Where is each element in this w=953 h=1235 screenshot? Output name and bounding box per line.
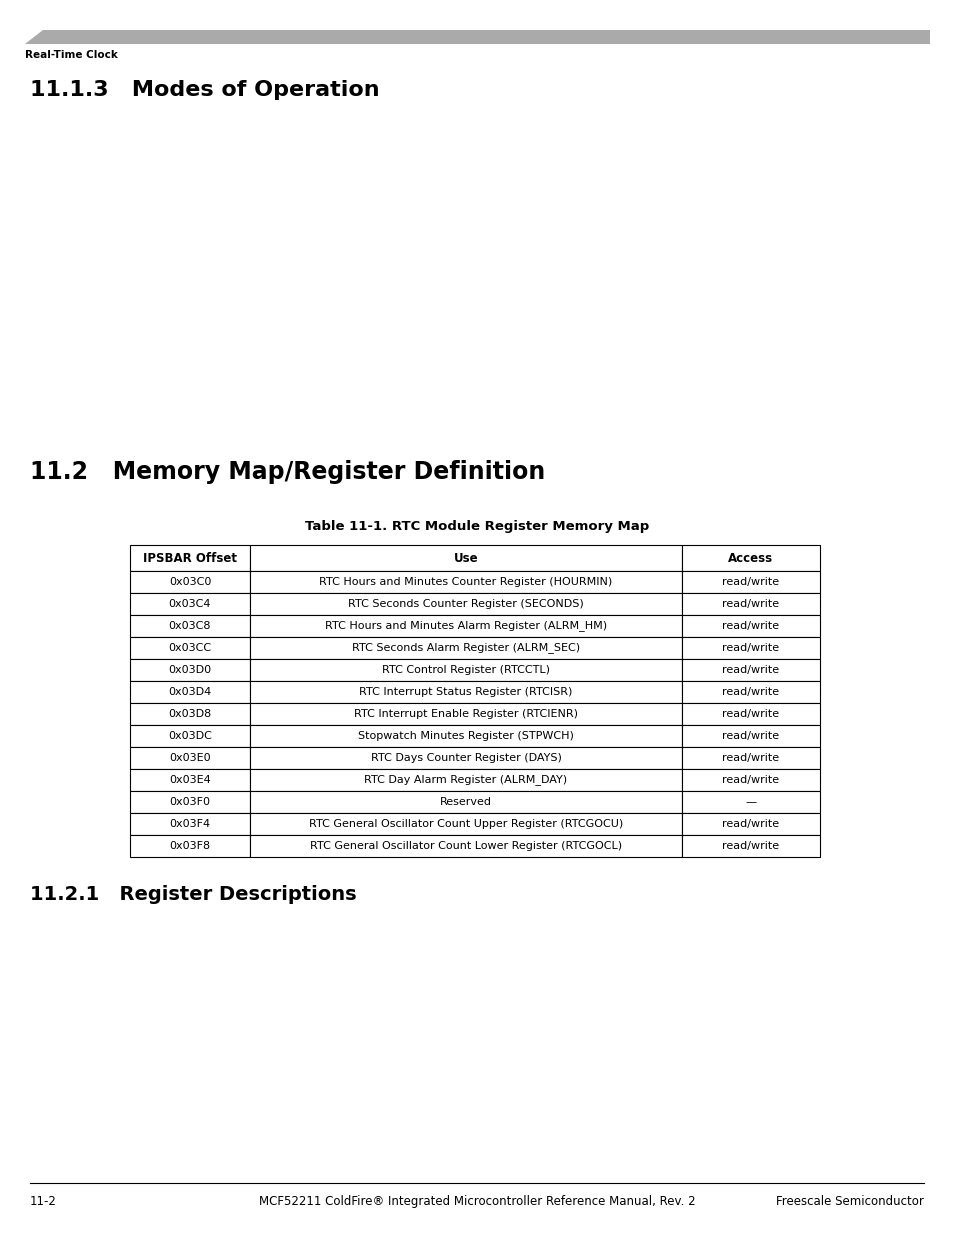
Text: 0x03F8: 0x03F8	[170, 841, 211, 851]
Bar	[250, 637, 681, 659]
Text: RTC Hours and Minutes Alarm Register (ALRM_HM): RTC Hours and Minutes Alarm Register (AL…	[325, 620, 606, 631]
Bar	[250, 769, 681, 790]
Bar	[681, 703, 820, 725]
Text: read/write: read/write	[721, 599, 779, 609]
Text: 0x03D4: 0x03D4	[168, 687, 212, 697]
Text: —: —	[744, 797, 756, 806]
Bar	[250, 835, 681, 857]
Text: Reserved: Reserved	[439, 797, 492, 806]
Text: MCF52211 ColdFire® Integrated Microcontroller Reference Manual, Rev. 2: MCF52211 ColdFire® Integrated Microcontr…	[258, 1195, 695, 1208]
Bar	[681, 835, 820, 857]
Bar	[250, 545, 681, 571]
Bar	[130, 593, 250, 615]
Bar	[250, 593, 681, 615]
Text: Stopwatch Minutes Register (STPWCH): Stopwatch Minutes Register (STPWCH)	[357, 731, 574, 741]
Bar	[250, 813, 681, 835]
Bar	[250, 680, 681, 703]
Text: RTC Seconds Counter Register (SECONDS): RTC Seconds Counter Register (SECONDS)	[348, 599, 583, 609]
Bar	[250, 725, 681, 747]
Text: read/write: read/write	[721, 753, 779, 763]
Bar	[130, 790, 250, 813]
Bar	[130, 769, 250, 790]
Bar	[130, 725, 250, 747]
Text: IPSBAR Offset: IPSBAR Offset	[143, 552, 236, 564]
Bar	[250, 615, 681, 637]
Text: read/write: read/write	[721, 687, 779, 697]
Bar	[130, 835, 250, 857]
Text: 0x03C4: 0x03C4	[169, 599, 211, 609]
Text: RTC Days Counter Register (DAYS): RTC Days Counter Register (DAYS)	[370, 753, 561, 763]
Bar	[681, 769, 820, 790]
Bar	[681, 571, 820, 593]
Text: 0x03CC: 0x03CC	[169, 643, 212, 653]
Text: 11.2   Memory Map/Register Definition: 11.2 Memory Map/Register Definition	[30, 459, 545, 484]
Bar	[250, 747, 681, 769]
Bar	[681, 637, 820, 659]
Bar	[681, 813, 820, 835]
Text: read/write: read/write	[721, 664, 779, 676]
Text: read/write: read/write	[721, 709, 779, 719]
Text: RTC General Oscillator Count Lower Register (RTCGOCL): RTC General Oscillator Count Lower Regis…	[310, 841, 621, 851]
Text: read/write: read/write	[721, 731, 779, 741]
Text: RTC Interrupt Enable Register (RTCIENR): RTC Interrupt Enable Register (RTCIENR)	[354, 709, 578, 719]
Bar	[130, 747, 250, 769]
Bar	[130, 659, 250, 680]
Bar	[130, 571, 250, 593]
Bar	[681, 680, 820, 703]
Text: read/write: read/write	[721, 621, 779, 631]
Text: Real-Time Clock: Real-Time Clock	[25, 49, 118, 61]
Text: RTC General Oscillator Count Upper Register (RTCGOCU): RTC General Oscillator Count Upper Regis…	[309, 819, 622, 829]
Bar	[130, 703, 250, 725]
Text: RTC Hours and Minutes Counter Register (HOURMIN): RTC Hours and Minutes Counter Register (…	[319, 577, 612, 587]
Text: 0x03F0: 0x03F0	[170, 797, 211, 806]
Text: read/write: read/write	[721, 577, 779, 587]
Text: 11.1.3   Modes of Operation: 11.1.3 Modes of Operation	[30, 80, 379, 100]
Text: read/write: read/write	[721, 841, 779, 851]
Bar	[681, 725, 820, 747]
Bar	[130, 680, 250, 703]
Text: Table 11-1. RTC Module Register Memory Map: Table 11-1. RTC Module Register Memory M…	[305, 520, 648, 534]
Text: 0x03E4: 0x03E4	[169, 776, 211, 785]
Bar	[681, 615, 820, 637]
Text: Use: Use	[454, 552, 477, 564]
Text: RTC Day Alarm Register (ALRM_DAY): RTC Day Alarm Register (ALRM_DAY)	[364, 774, 567, 785]
Text: RTC Control Register (RTCCTL): RTC Control Register (RTCCTL)	[381, 664, 550, 676]
Text: RTC Interrupt Status Register (RTCISR): RTC Interrupt Status Register (RTCISR)	[359, 687, 572, 697]
Text: read/write: read/write	[721, 776, 779, 785]
Text: 11.2.1   Register Descriptions: 11.2.1 Register Descriptions	[30, 885, 356, 904]
Bar	[681, 790, 820, 813]
Text: 0x03DC: 0x03DC	[168, 731, 212, 741]
Bar	[681, 545, 820, 571]
Text: Access: Access	[728, 552, 773, 564]
Polygon shape	[25, 30, 929, 44]
Text: 0x03E0: 0x03E0	[169, 753, 211, 763]
Text: 0x03D8: 0x03D8	[168, 709, 212, 719]
Text: Freescale Semiconductor: Freescale Semiconductor	[776, 1195, 923, 1208]
Bar	[250, 790, 681, 813]
Text: 0x03C0: 0x03C0	[169, 577, 211, 587]
Bar	[130, 813, 250, 835]
Text: read/write: read/write	[721, 643, 779, 653]
Text: RTC Seconds Alarm Register (ALRM_SEC): RTC Seconds Alarm Register (ALRM_SEC)	[352, 642, 579, 653]
Text: 0x03D0: 0x03D0	[169, 664, 212, 676]
Text: 11-2: 11-2	[30, 1195, 57, 1208]
Bar	[250, 703, 681, 725]
Bar	[250, 571, 681, 593]
Bar	[681, 593, 820, 615]
Bar	[130, 615, 250, 637]
Bar	[130, 545, 250, 571]
Bar	[250, 659, 681, 680]
Bar	[130, 637, 250, 659]
Text: 0x03F4: 0x03F4	[170, 819, 211, 829]
Text: read/write: read/write	[721, 819, 779, 829]
Bar	[681, 747, 820, 769]
Bar	[681, 659, 820, 680]
Text: 0x03C8: 0x03C8	[169, 621, 211, 631]
